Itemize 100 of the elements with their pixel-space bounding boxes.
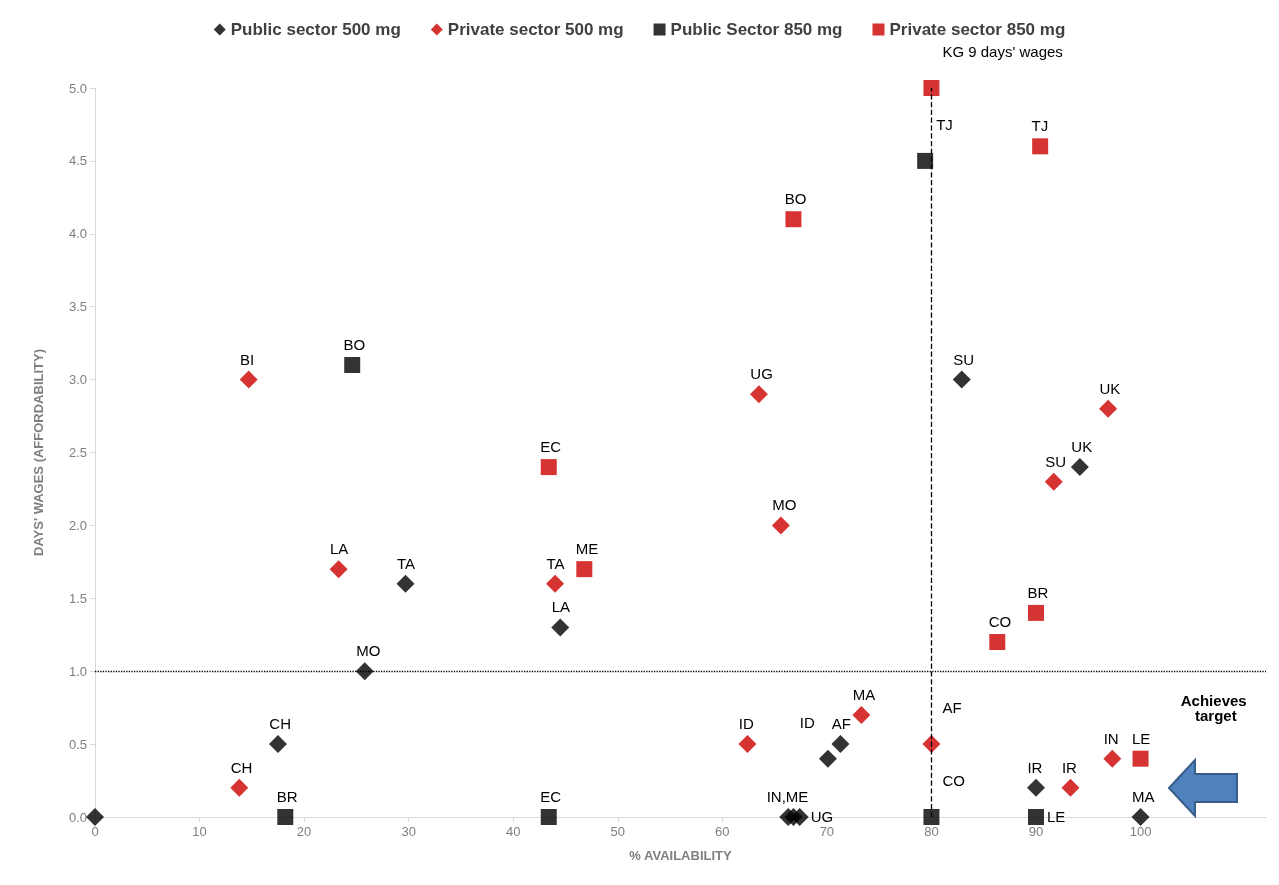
x-axis-title: % AVAILABILITY (629, 848, 732, 863)
x-tick-label: 60 (715, 824, 730, 839)
point (989, 634, 1006, 651)
annotation: TA (546, 554, 565, 572)
point (922, 735, 941, 754)
x-tick-label: 80 (924, 824, 939, 839)
point (1132, 750, 1149, 767)
point (785, 211, 802, 228)
x-tick-label: 90 (1028, 824, 1044, 839)
x-tick-label: 10 (192, 824, 207, 839)
annotation: ME (575, 540, 599, 558)
annotation: UK (1099, 379, 1121, 397)
annotation: TJ (1031, 117, 1049, 135)
annotation: CO (942, 772, 965, 789)
annotation: LE (1046, 808, 1066, 825)
annotation: TA (396, 554, 415, 572)
point (344, 357, 361, 374)
y-tick-label: 3.0 (68, 372, 87, 388)
annotation: MO (772, 496, 797, 514)
annotation: MA (852, 685, 876, 703)
annotation: BI (240, 350, 255, 368)
point (1044, 472, 1063, 491)
point (917, 152, 934, 169)
annotation: ID (738, 715, 754, 733)
point (396, 574, 415, 593)
annotation: MO (356, 642, 381, 660)
point (749, 385, 768, 404)
legend-label: Public sector 500 mg (230, 20, 401, 39)
point (1131, 808, 1150, 826)
point (852, 705, 871, 724)
point (576, 561, 593, 578)
point (923, 809, 940, 825)
annotation: IN,ME (766, 788, 809, 805)
point (1027, 809, 1044, 825)
point (818, 749, 837, 768)
point (329, 560, 348, 579)
point (540, 809, 557, 825)
annotation: IR (1027, 758, 1043, 776)
annotation: BR (1027, 583, 1049, 601)
annotation: ID (799, 713, 815, 731)
point (551, 618, 570, 637)
annotation: CH (269, 715, 292, 733)
point (1032, 138, 1049, 155)
point (1099, 399, 1118, 418)
y-tick-label: 2.0 (68, 517, 87, 533)
y-tick-label: 2.5 (68, 445, 87, 460)
annotation: CH (230, 758, 253, 776)
point (230, 778, 249, 797)
point (355, 662, 374, 681)
y-tick-label: 1.5 (68, 590, 87, 606)
y-axis-title: DAYS' WAGES (AFFORDABILITY) (31, 348, 46, 557)
annotation: UG (750, 365, 773, 383)
point (239, 370, 258, 389)
point (831, 735, 850, 754)
point (771, 516, 790, 535)
point (738, 735, 757, 754)
annotation: EC (540, 788, 562, 805)
x-tick-label: 50 (610, 824, 625, 839)
y-tick-label: 4.0 (68, 226, 87, 242)
y-tick-label: 5.0 (68, 80, 87, 96)
legend-label: Private sector 850 mg (889, 20, 1066, 39)
annotation: MA (1131, 788, 1155, 805)
annotation: SU (953, 350, 974, 368)
point (1070, 458, 1089, 477)
annotation: TJ (936, 115, 953, 133)
x-tick-label: 30 (401, 824, 416, 839)
annotation: AF (942, 699, 962, 717)
y-tick-label: 0.5 (68, 736, 87, 752)
x-tick-label: 0 (91, 824, 99, 839)
point (540, 459, 557, 476)
annotation: LA (330, 540, 349, 558)
y-tick-label: 0.0 (68, 809, 87, 825)
annotation: AF (831, 715, 852, 733)
annotation: IR (1061, 758, 1078, 776)
x-tick-label: 20 (296, 824, 312, 839)
x-tick-label: 40 (505, 824, 521, 839)
annotation: BR (276, 788, 298, 805)
annotation: Achieves target (1180, 691, 1247, 724)
point (923, 80, 940, 96)
annotation: LA (551, 598, 571, 616)
point (1061, 778, 1080, 797)
point (1103, 749, 1122, 768)
annotation: UK (1071, 438, 1093, 456)
point (546, 574, 565, 593)
point (1026, 778, 1045, 797)
annotation: LE (1131, 729, 1151, 747)
point (952, 370, 971, 389)
y-tick-label: 3.5 (68, 299, 87, 315)
annotation: EC (540, 438, 562, 456)
x-tick-label: 70 (819, 824, 835, 839)
annotation: BO (343, 336, 366, 354)
point (268, 735, 287, 754)
x-tick-label: 100 (1129, 824, 1152, 839)
annotation: KG 9 days' wages (942, 43, 1063, 60)
annotation: CO (988, 613, 1012, 631)
point (86, 808, 104, 826)
annotation: SU (1045, 452, 1066, 470)
annotation: BO (784, 190, 807, 208)
legend-label: Private sector 500 mg (447, 20, 624, 39)
annotation: UG (810, 808, 834, 825)
